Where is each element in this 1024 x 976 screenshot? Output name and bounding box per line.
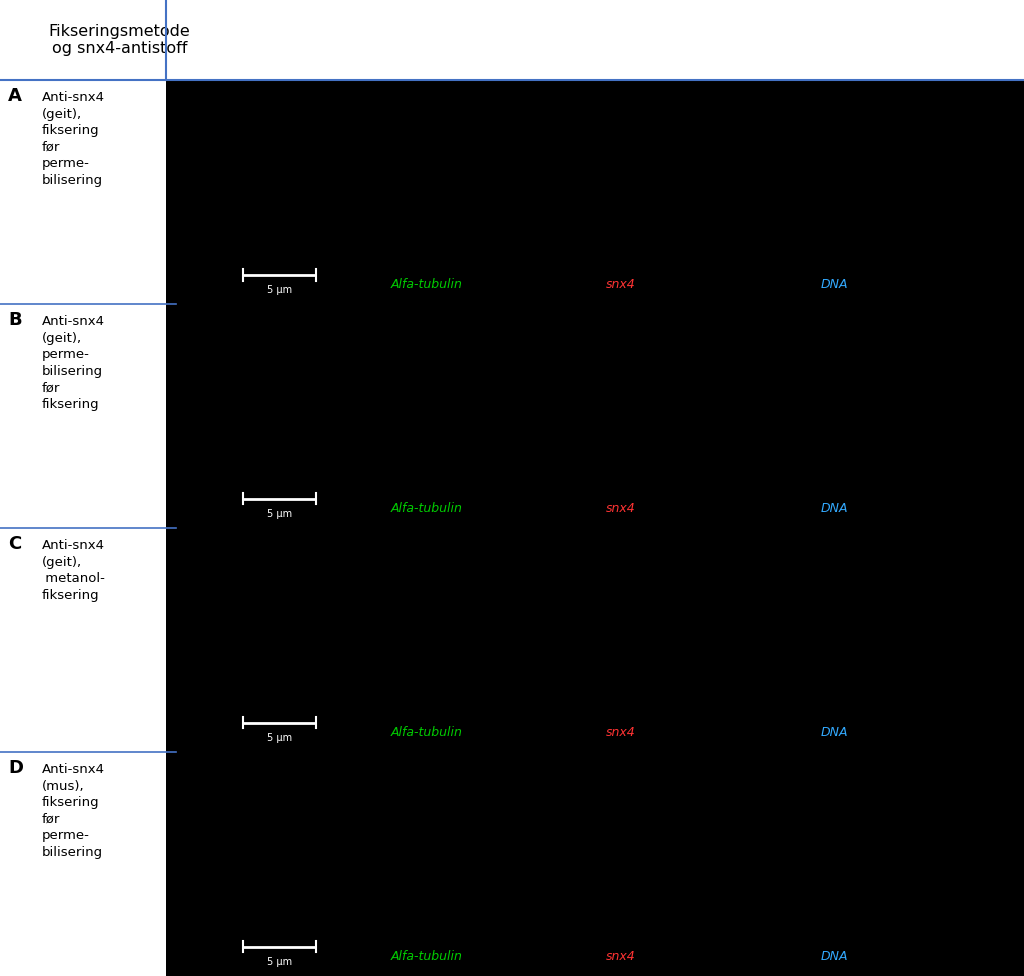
Text: A: A bbox=[8, 87, 23, 104]
Text: Anti-snx4
(geit),
fiksering
før
perme-
bilisering: Anti-snx4 (geit), fiksering før perme- b… bbox=[41, 91, 104, 186]
Text: DNA: DNA bbox=[820, 502, 848, 514]
Text: snx4: snx4 bbox=[605, 502, 636, 514]
Text: snx4: snx4 bbox=[605, 950, 636, 962]
Text: Alfa-tubulin: Alfa-tubulin bbox=[391, 950, 463, 962]
Text: B: B bbox=[8, 310, 22, 329]
Text: Alfa-tubulin: Alfa-tubulin bbox=[391, 502, 463, 514]
Text: DNA: DNA bbox=[820, 277, 848, 291]
Text: DNA: DNA bbox=[820, 950, 848, 962]
Text: Anti-snx4
(geit),
 metanol-
fiksering: Anti-snx4 (geit), metanol- fiksering bbox=[41, 539, 105, 602]
Text: 5 μm: 5 μm bbox=[267, 285, 292, 295]
Text: DNA: DNA bbox=[820, 725, 848, 739]
Text: Fikseringsmetode
og snx4-antistoff: Fikseringsmetode og snx4-antistoff bbox=[48, 23, 190, 57]
Text: snx4: snx4 bbox=[605, 725, 636, 739]
Text: C: C bbox=[8, 535, 22, 552]
Text: snx4: snx4 bbox=[605, 277, 636, 291]
Text: 5 μm: 5 μm bbox=[267, 508, 292, 519]
Text: Anti-snx4
(mus),
fiksering
før
perme-
bilisering: Anti-snx4 (mus), fiksering før perme- bi… bbox=[41, 763, 104, 859]
Text: D: D bbox=[8, 758, 24, 777]
Text: Alfa-tubulin: Alfa-tubulin bbox=[391, 277, 463, 291]
Text: 5 μm: 5 μm bbox=[267, 733, 292, 743]
Text: Anti-snx4
(geit),
perme-
bilisering
før
fiksering: Anti-snx4 (geit), perme- bilisering før … bbox=[41, 315, 104, 411]
Text: Alfa-tubulin: Alfa-tubulin bbox=[391, 725, 463, 739]
Text: 5 μm: 5 μm bbox=[267, 956, 292, 967]
